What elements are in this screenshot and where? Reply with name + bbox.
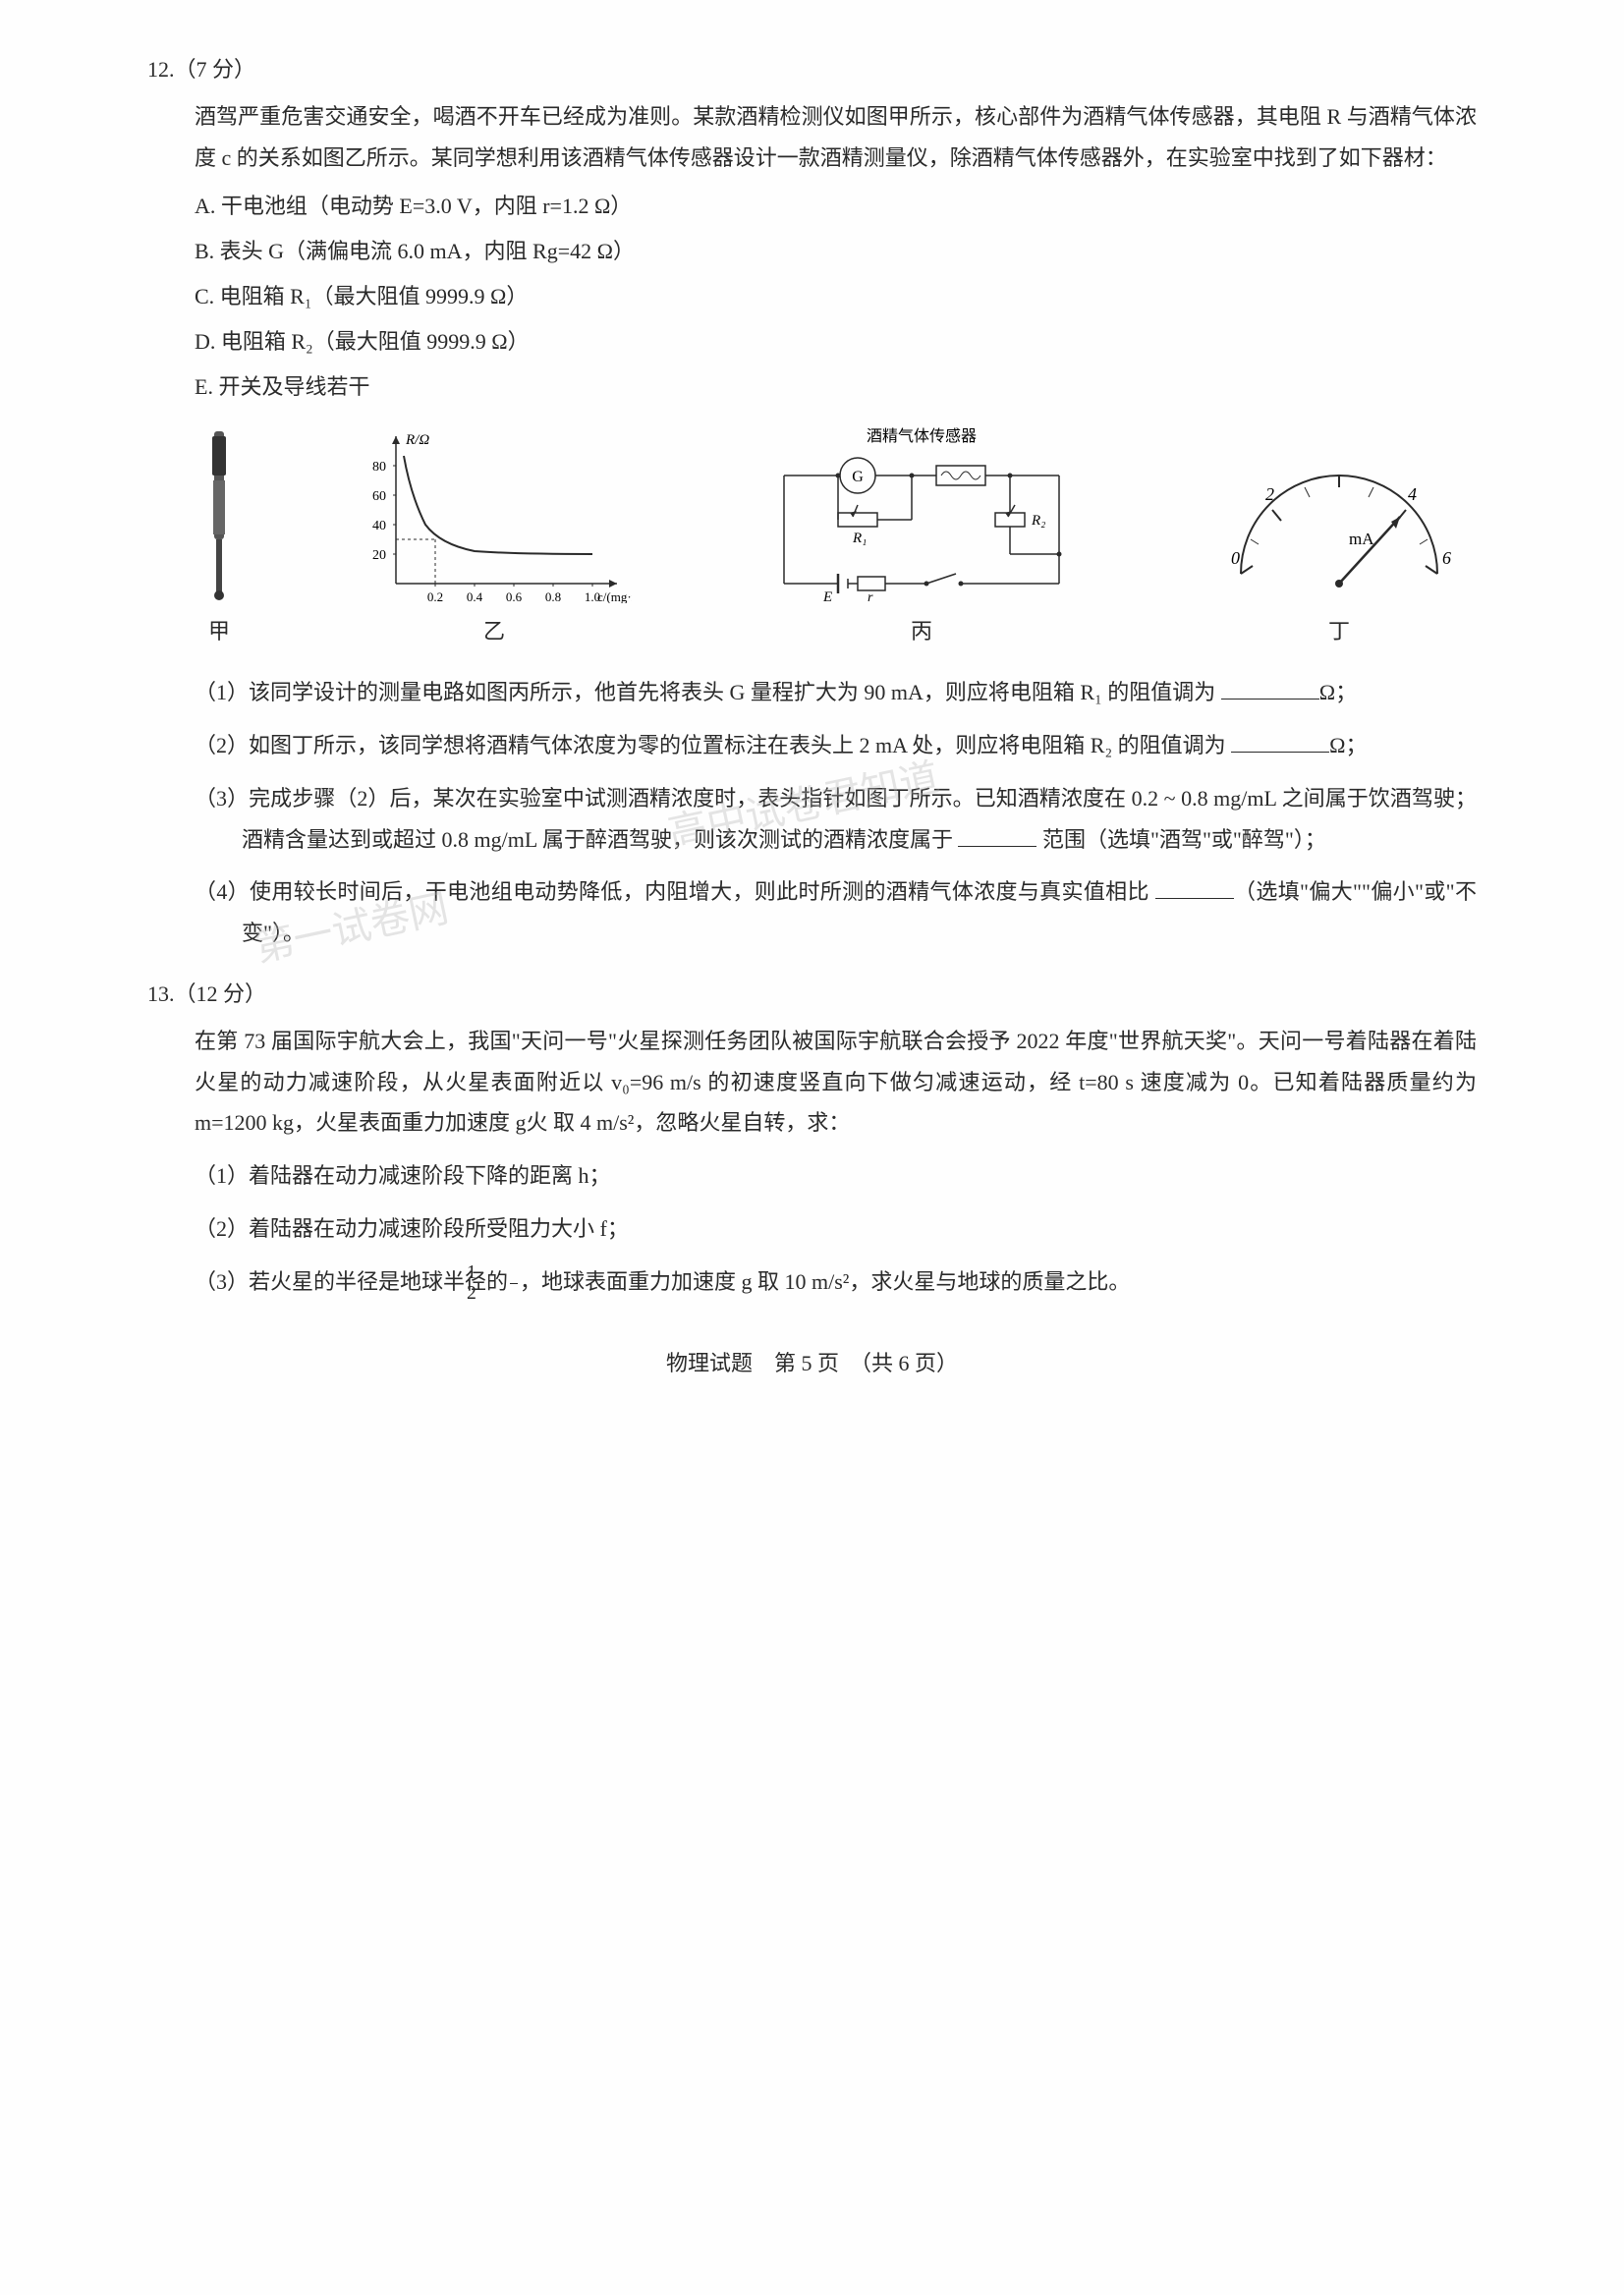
figure-bing: 酒精气体传感器 E r (755, 426, 1089, 652)
svg-text:4: 4 (1408, 484, 1417, 504)
svg-text:6: 6 (1442, 548, 1451, 568)
q12-sub3: （3）完成步骤（2）后，某次在实验室中试测酒精浓度时，表头指针如图丁所示。已知酒… (195, 778, 1477, 861)
q12-intro: 酒驾严重危害交通安全，喝酒不开车已经成为准则。某款酒精检测仪如图甲所示，核心部件… (195, 96, 1477, 179)
svg-text:60: 60 (372, 489, 386, 504)
blank-input[interactable] (1155, 875, 1234, 899)
figure-yi: 20 40 60 80 0.2 0.4 0.6 (357, 426, 632, 652)
ammeter-dial: 0 2 4 6 mA (1211, 446, 1467, 603)
svg-text:R₁: R₁ (852, 531, 867, 546)
q12-sub3-post: 范围（选填"酒驾"或"醉驾"）； (1036, 827, 1325, 852)
resistance-concentration-graph: 20 40 60 80 0.2 0.4 0.6 (357, 426, 632, 603)
q13-sub1: （1）着陆器在动力减速阶段下降的距离 h； (195, 1155, 1477, 1197)
figure-jia: 甲 (204, 426, 234, 652)
svg-text:酒精气体传感器: 酒精气体传感器 (867, 427, 977, 445)
svg-text:G: G (852, 469, 864, 485)
fraction-half: 12 (510, 1263, 518, 1304)
svg-text:R/Ω: R/Ω (405, 432, 429, 448)
q13-sub3-pre: （3）若火星的半径是地球半径的 (195, 1269, 508, 1294)
figures-row: 甲 20 40 (195, 426, 1477, 652)
q12-sub1-pre: （1）该同学设计的测量电路如图丙所示，他首先将表头 G 量程扩大为 90 mA，… (195, 680, 1221, 704)
q12-sub2-post: Ω； (1329, 733, 1367, 757)
circuit-diagram: 酒精气体传感器 E r (755, 426, 1089, 603)
q12-sub1: （1）该同学设计的测量电路如图丙所示，他首先将表头 G 量程扩大为 90 mA，… (195, 672, 1477, 713)
svg-text:20: 20 (372, 548, 386, 563)
frac-den: 2 (510, 1284, 518, 1304)
svg-text:R₂: R₂ (1031, 513, 1045, 529)
q12-sub2: （2）如图丁所示，该同学想将酒精气体浓度为零的位置标注在表头上 2 mA 处，则… (195, 725, 1477, 766)
q12-sub4: （4）使用较长时间后，干电池组电动势降低，内阻增大，则此时所测的酒精气体浓度与真… (195, 871, 1477, 954)
q12-header: 12.（7 分） (147, 49, 1477, 90)
q12-sub2-pre: （2）如图丁所示，该同学想将酒精气体浓度为零的位置标注在表头上 2 mA 处，则… (195, 733, 1231, 757)
figure-bing-label: 丙 (911, 611, 932, 652)
blank-input[interactable] (958, 822, 1036, 846)
svg-text:0.4: 0.4 (467, 589, 483, 603)
q12-sub4-pre: （4）使用较长时间后，干电池组电动势降低，内阻增大，则此时所测的酒精气体浓度与真… (195, 879, 1155, 904)
svg-text:80: 80 (372, 460, 386, 475)
question-13: 13.（12 分） 在第 73 届国际宇航大会上，我国"天问一号"火星探测任务团… (147, 974, 1477, 1304)
q12-options: A. 干电池组（电动势 E=3.0 V，内阻 r=1.2 Ω） B. 表头 G（… (195, 186, 1477, 407)
q12-body: 酒驾严重危害交通安全，喝酒不开车已经成为准则。某款酒精检测仪如图甲所示，核心部件… (147, 96, 1477, 954)
q13-sub2: （2）着陆器在动力减速阶段所受阻力大小 f； (195, 1208, 1477, 1250)
figure-ding-label: 丁 (1328, 611, 1350, 652)
q13-body: 在第 73 届国际宇航大会上，我国"天问一号"火星探测任务团队被国际宇航联合会授… (147, 1021, 1477, 1304)
blank-input[interactable] (1221, 676, 1319, 700)
blank-input[interactable] (1231, 729, 1329, 753)
option-D: D. 电阻箱 R₂（最大阻值 9999.9 Ω） (195, 321, 1477, 363)
svg-text:0: 0 (1231, 548, 1240, 568)
option-C: C. 电阻箱 R₁（最大阻值 9999.9 Ω） (195, 276, 1477, 317)
option-B: B. 表头 G（满偏电流 6.0 mA，内阻 Rg=42 Ω） (195, 231, 1477, 272)
svg-text:2: 2 (1265, 484, 1274, 504)
q13-sub3-post: ，地球表面重力加速度 g 取 10 m/s²，求火星与地球的质量之比。 (520, 1269, 1130, 1294)
svg-text:0.6: 0.6 (506, 589, 523, 603)
figure-jia-label: 甲 (208, 611, 230, 652)
svg-text:0.2: 0.2 (427, 589, 443, 603)
q13-intro: 在第 73 届国际宇航大会上，我国"天问一号"火星探测任务团队被国际宇航联合会授… (195, 1021, 1477, 1144)
figure-yi-label: 乙 (483, 611, 505, 652)
option-E: E. 开关及导线若干 (195, 366, 1477, 408)
svg-text:0.8: 0.8 (545, 589, 561, 603)
sensor-stick-icon (204, 426, 234, 603)
option-A: A. 干电池组（电动势 E=3.0 V，内阻 r=1.2 Ω） (195, 186, 1477, 227)
q13-header: 13.（12 分） (147, 974, 1477, 1015)
page-footer: 物理试题 第 5 页 （共 6 页） (147, 1343, 1477, 1384)
svg-text:r: r (868, 590, 873, 603)
q13-sub3: （3）若火星的半径是地球半径的12，地球表面重力加速度 g 取 10 m/s²，… (195, 1261, 1477, 1304)
frac-num: 1 (510, 1263, 518, 1284)
svg-text:E: E (822, 589, 832, 603)
svg-text:40: 40 (372, 519, 386, 533)
figure-ding: 0 2 4 6 mA (1211, 446, 1467, 652)
question-12: 12.（7 分） 酒驾严重危害交通安全，喝酒不开车已经成为准则。某款酒精检测仪如… (147, 49, 1477, 954)
svg-text:c/(mg·mL⁻¹): c/(mg·mL⁻¹) (597, 589, 632, 603)
svg-text:mA: mA (1349, 530, 1374, 548)
q12-sub1-post: Ω； (1319, 680, 1357, 704)
